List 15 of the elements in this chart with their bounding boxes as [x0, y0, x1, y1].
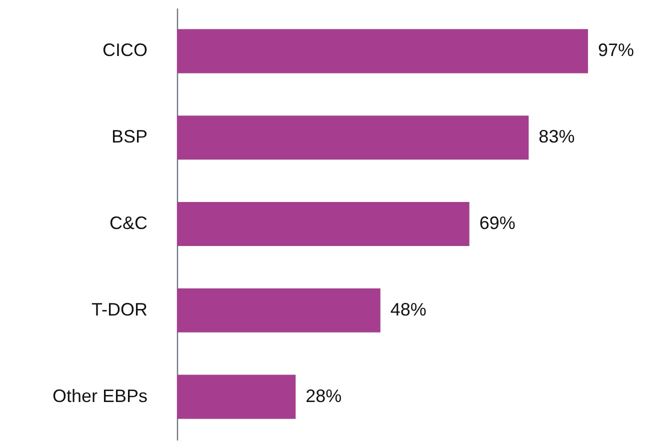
data-label: 69%: [479, 213, 516, 233]
data-label: 28%: [306, 386, 342, 406]
y-tick-label: CICO: [102, 40, 148, 60]
bar: [177, 202, 470, 246]
data-label: 83%: [538, 126, 575, 147]
y-tick-label: T-DOR: [92, 299, 148, 320]
y-tick-label: BSP: [111, 126, 148, 147]
data-label: 48%: [390, 299, 426, 320]
bar: [177, 29, 588, 74]
bar: [177, 374, 296, 419]
bar: [177, 288, 380, 332]
bar: [177, 116, 529, 160]
data-label: 97%: [598, 40, 634, 60]
y-tick-label: Other EBPs: [52, 386, 148, 406]
y-tick-label: C&C: [109, 213, 148, 233]
